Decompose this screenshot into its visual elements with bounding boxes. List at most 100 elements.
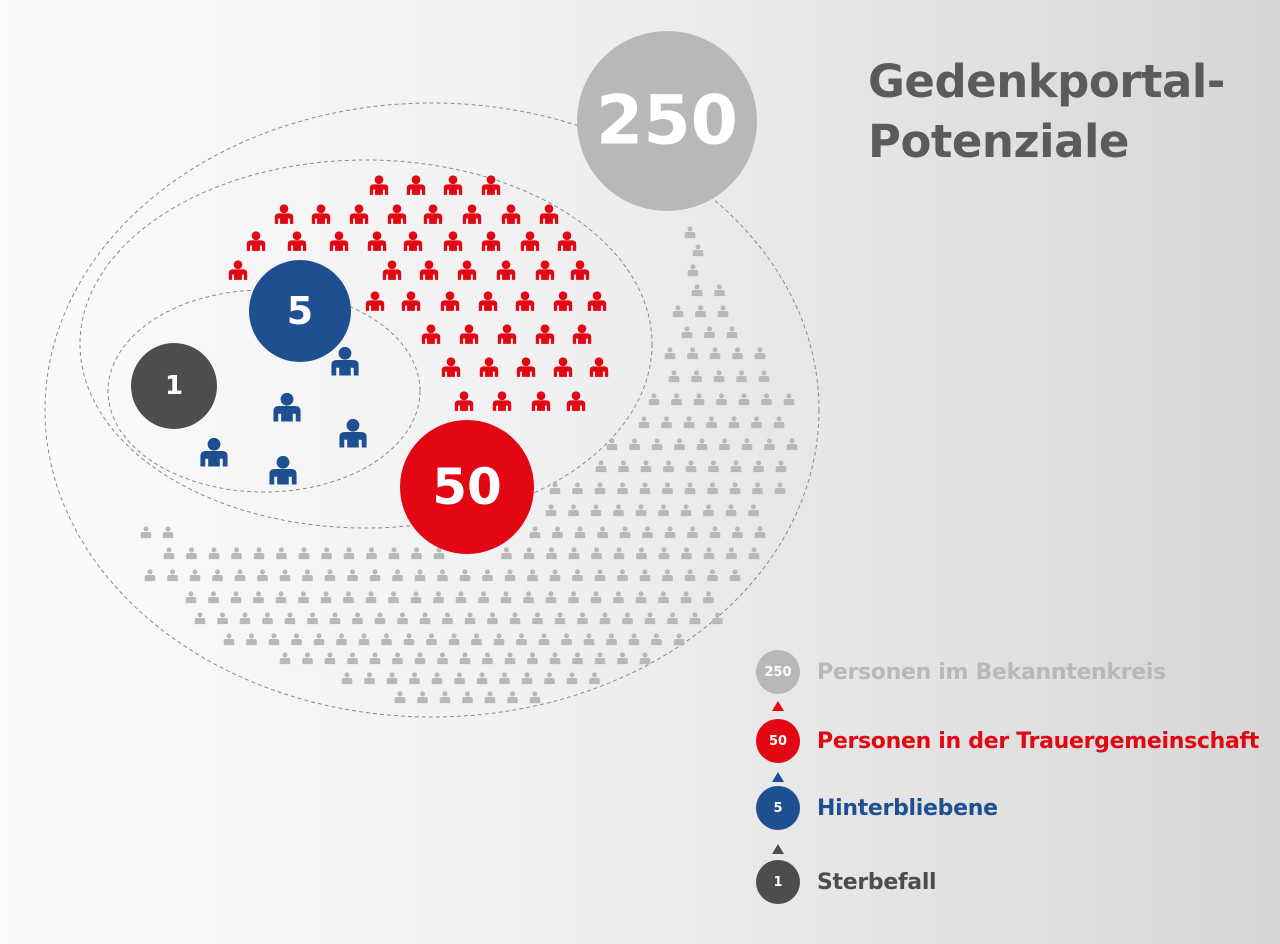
person-icon	[387, 204, 407, 224]
person-icon	[515, 291, 535, 311]
person-icon	[664, 526, 676, 539]
person-icon	[392, 569, 403, 582]
person-icon	[459, 569, 471, 582]
person-icon	[406, 175, 426, 195]
person-icon	[189, 569, 201, 582]
person-icon	[414, 652, 426, 665]
person-icon	[658, 504, 669, 517]
person-icon	[549, 569, 561, 582]
legend-item-sterbefall: 1 Sterbefall	[756, 860, 937, 904]
person-icon	[523, 547, 535, 560]
person-icon	[239, 612, 251, 625]
person-icon	[186, 547, 197, 560]
person-icon	[487, 612, 498, 625]
ellipse-bekanntenkreis	[44, 102, 820, 718]
person-icon	[661, 416, 672, 429]
person-icon	[619, 526, 631, 539]
person-icon	[433, 591, 444, 604]
person-icon	[545, 504, 557, 517]
person-icon	[703, 591, 714, 604]
person-icon	[706, 416, 717, 429]
person-icon	[635, 591, 647, 604]
person-icon	[230, 591, 242, 604]
person-icon	[414, 569, 426, 582]
person-icon	[684, 569, 696, 582]
person-icon	[684, 482, 696, 495]
person-icon	[553, 291, 573, 311]
person-icon	[365, 291, 385, 311]
person-icon	[685, 460, 697, 473]
person-icon	[671, 393, 682, 406]
person-icon	[457, 260, 477, 280]
person-icon	[707, 569, 718, 582]
person-icon	[521, 672, 533, 685]
person-icon	[638, 416, 650, 429]
person-icon	[639, 569, 651, 582]
person-icon	[253, 591, 264, 604]
person-icon	[394, 691, 406, 704]
person-icon	[681, 326, 693, 339]
person-icon	[374, 612, 386, 625]
person-icon	[516, 633, 527, 646]
person-icon	[644, 612, 656, 625]
person-icon	[419, 260, 439, 280]
person-icon	[269, 455, 297, 485]
person-icon	[587, 291, 607, 311]
person-icon	[629, 438, 640, 451]
person-icon	[140, 526, 152, 539]
person-icon	[443, 231, 463, 251]
person-icon	[591, 547, 602, 560]
person-icon	[440, 291, 460, 311]
person-icon	[552, 526, 563, 539]
person-icon	[343, 591, 354, 604]
person-icon	[774, 482, 786, 495]
person-icon	[535, 324, 555, 344]
person-icon	[561, 633, 572, 646]
legend-label-sterbefall: Sterbefall	[817, 869, 937, 895]
person-icon	[589, 672, 600, 685]
person-icon	[349, 204, 369, 224]
person-icon	[568, 504, 579, 517]
person-icon	[369, 175, 389, 195]
person-icon	[397, 612, 408, 625]
legend-badge-50: 50	[756, 719, 800, 763]
person-icon	[364, 672, 375, 685]
person-icon	[500, 591, 512, 604]
circle-disc-bekanntenkreis	[577, 31, 757, 211]
person-icon	[577, 612, 588, 625]
person-icon	[708, 460, 719, 473]
person-icon	[279, 569, 291, 582]
person-icon	[725, 504, 737, 517]
person-icon	[764, 438, 775, 451]
person-icon	[544, 672, 555, 685]
person-icon	[546, 547, 557, 560]
person-icon	[703, 547, 715, 560]
person-icon	[298, 547, 310, 560]
person-icon	[687, 347, 698, 360]
person-icon	[523, 591, 534, 604]
person-icon	[549, 652, 561, 665]
person-icon	[691, 284, 703, 297]
person-icon	[386, 672, 398, 685]
person-icon	[594, 569, 606, 582]
person-icon	[200, 437, 228, 467]
person-icon	[439, 691, 451, 704]
person-icon	[411, 547, 422, 560]
circle-disc-trauergemeinschaft	[400, 420, 534, 554]
arrow-up-icon	[772, 772, 784, 782]
person-icon	[753, 460, 764, 473]
person-icon	[431, 672, 443, 685]
person-icon	[658, 547, 670, 560]
person-icon	[572, 569, 583, 582]
person-icon	[590, 591, 602, 604]
person-icon	[613, 504, 624, 517]
person-icon	[549, 482, 561, 495]
person-icon	[640, 460, 652, 473]
person-icon	[713, 370, 725, 383]
ellipse-trauergemeinschaft	[79, 159, 653, 529]
person-icon	[709, 347, 721, 360]
person-icon	[736, 370, 747, 383]
legend-label-hinterbliebene: Hinterbliebene	[817, 795, 998, 821]
person-icon	[572, 324, 592, 344]
